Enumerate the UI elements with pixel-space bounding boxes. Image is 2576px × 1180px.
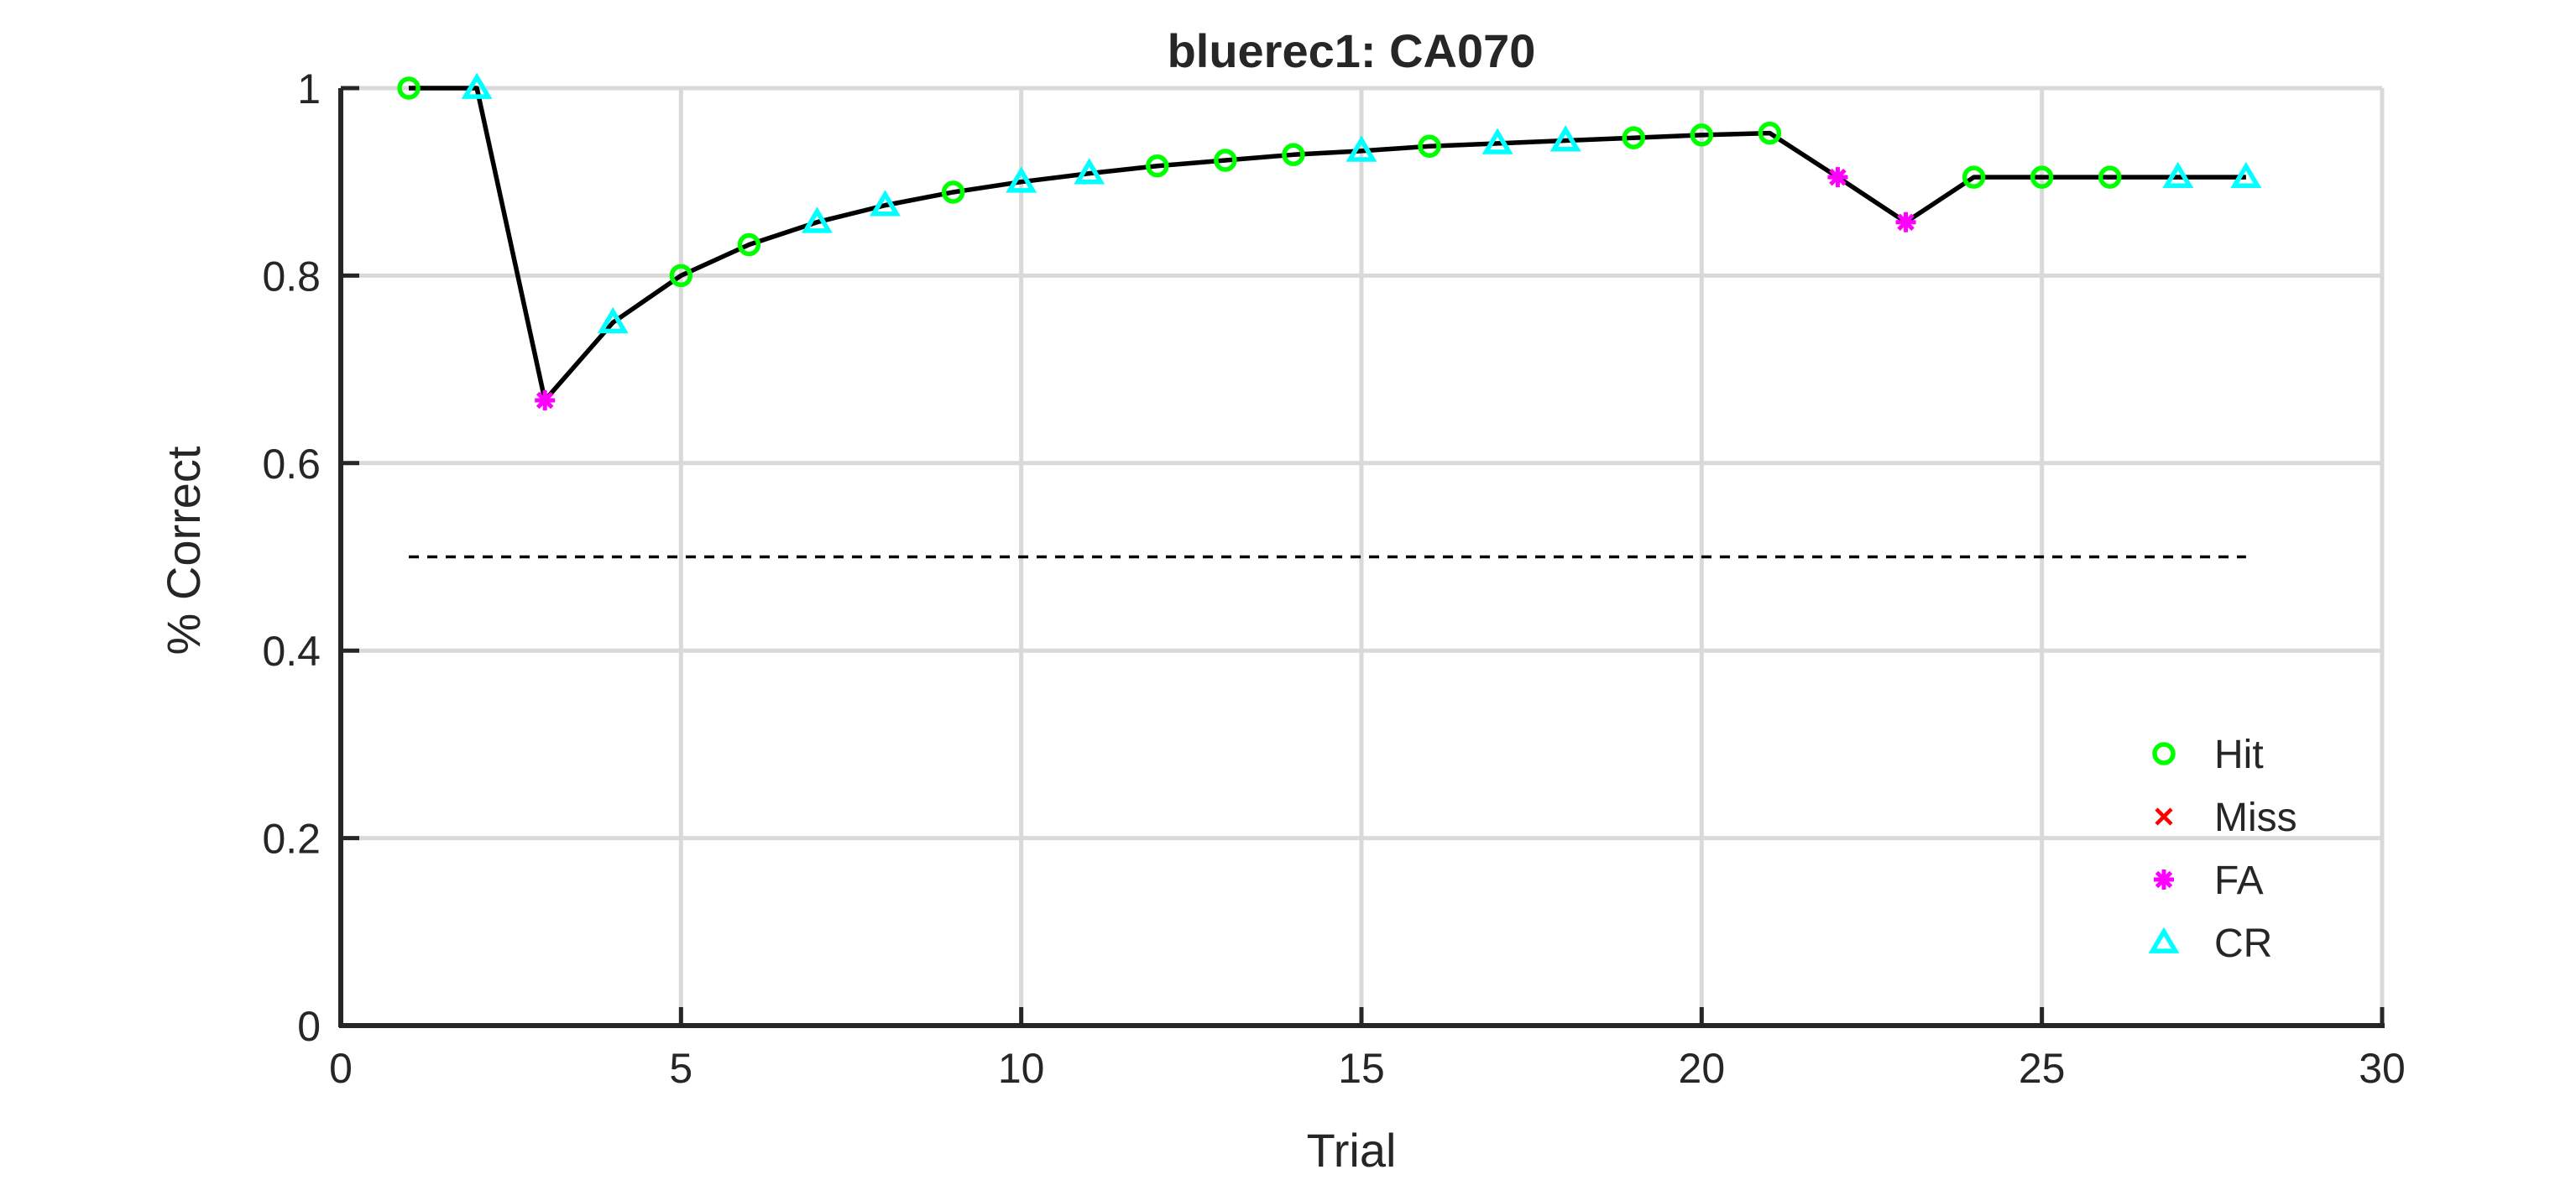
legend-item-hit: Hit <box>2152 733 2264 777</box>
marker-shape <box>2162 161 2194 189</box>
marker-hit <box>669 264 693 288</box>
legend-label-hit: Hit <box>2214 733 2264 777</box>
marker-shape <box>1146 154 1169 178</box>
chart-title: bluerec1: CA070 <box>1168 24 1536 77</box>
marker-cr <box>597 306 629 334</box>
legend-label-miss: Miss <box>2214 796 2297 840</box>
marker-shape <box>1549 125 1581 152</box>
x-tick-label: 10 <box>998 1045 1045 1092</box>
x-tick-label: 20 <box>1679 1045 1726 1092</box>
legend: Hit Miss FA CR <box>2148 733 2297 966</box>
performance-line <box>409 86 2246 403</box>
y-tick-label: 0 <box>297 1003 321 1050</box>
marker-hit <box>1282 143 1305 167</box>
marker-shape <box>1214 149 1237 172</box>
marker-hit <box>941 180 965 204</box>
marker-shape <box>870 190 901 217</box>
legend-label-fa: FA <box>2214 859 2264 903</box>
legend-marker-miss <box>2155 807 2173 826</box>
legend-marker-cr <box>2148 927 2180 953</box>
marker-shape <box>397 76 421 100</box>
marker-hit <box>1622 126 1646 149</box>
y-tick-label: 0.2 <box>262 816 321 863</box>
y-axis-ticks: 0 0.2 0.4 0.6 0.8 1 <box>262 65 359 1050</box>
marker-hit <box>1690 123 1714 147</box>
marker-shape <box>597 306 629 334</box>
marker-shape <box>1758 121 1782 145</box>
series-line <box>409 86 2246 403</box>
y-tick-label: 0.4 <box>262 628 321 675</box>
marker-cr <box>1481 128 1513 154</box>
marker-shape <box>941 180 965 204</box>
marker-shape <box>1418 134 1441 159</box>
marker-cr <box>1345 135 1377 162</box>
y-axis-label: % Correct <box>157 446 210 655</box>
y-tick-label: 0.6 <box>262 441 321 488</box>
legend-marker-hit <box>2152 742 2176 765</box>
legend-item-cr: CR <box>2148 922 2272 966</box>
legend-marker-fa <box>2154 869 2174 890</box>
marker-cr <box>461 72 493 99</box>
marker-shape <box>1690 123 1714 147</box>
legend-label-cr: CR <box>2214 922 2272 966</box>
marker-cr <box>870 190 901 217</box>
marker-stroke <box>1897 213 1915 231</box>
marker-cr <box>1006 166 1037 193</box>
marker-hit <box>737 232 761 257</box>
marker-shape <box>461 72 493 99</box>
marker-hit <box>397 76 421 100</box>
marker-shape <box>2152 742 2176 765</box>
y-tick-label: 0.8 <box>262 253 321 300</box>
marker-shape <box>2230 161 2262 189</box>
marker-shape <box>1282 143 1305 167</box>
x-tick-label: 25 <box>2019 1045 2066 1092</box>
marker-fa <box>535 389 556 410</box>
legend-item-miss: Miss <box>2155 796 2297 840</box>
marker-cr <box>1549 125 1581 152</box>
marker-shape <box>1345 135 1377 162</box>
marker-cr <box>2162 161 2194 189</box>
marker-cr <box>1074 158 1105 185</box>
marker-shape <box>737 232 761 257</box>
marker-shape <box>669 264 693 288</box>
marker-cr <box>802 206 833 233</box>
marker-hit <box>1758 121 1782 145</box>
marker-shape <box>1622 126 1646 149</box>
marker-hit <box>2030 165 2054 189</box>
marker-shape <box>1481 128 1513 154</box>
marker-cr <box>2230 161 2262 189</box>
x-axis-label: Trial <box>1307 1124 1397 1177</box>
marker-hit <box>1962 165 1986 189</box>
y-tick-label: 1 <box>297 65 321 112</box>
marker-shape <box>802 206 833 233</box>
marker-shape <box>1074 158 1105 185</box>
marker-hit <box>1418 134 1441 159</box>
marker-stroke <box>536 391 554 410</box>
marker-shape <box>2098 165 2122 189</box>
marker-fa <box>1827 167 1848 188</box>
marker-fa <box>1895 211 1916 232</box>
marker-stroke <box>2155 807 2173 826</box>
x-tick-label: 15 <box>1338 1045 1385 1092</box>
marker-hit <box>2098 165 2122 189</box>
legend-item-fa: FA <box>2154 859 2264 903</box>
x-tick-label: 5 <box>669 1045 692 1092</box>
data-markers <box>397 72 2262 410</box>
x-tick-label: 0 <box>329 1045 353 1092</box>
marker-shape <box>2148 927 2180 953</box>
marker-shape <box>1962 165 1986 189</box>
x-tick-label: 30 <box>2359 1045 2406 1092</box>
marker-stroke <box>1829 168 1847 186</box>
x-axis-ticks: 0 5 10 15 20 25 30 <box>329 1007 2406 1092</box>
marker-stroke <box>2155 870 2173 889</box>
marker-shape <box>2030 165 2054 189</box>
marker-hit <box>1146 154 1169 178</box>
marker-hit <box>1214 149 1237 172</box>
marker-shape <box>1006 166 1037 193</box>
